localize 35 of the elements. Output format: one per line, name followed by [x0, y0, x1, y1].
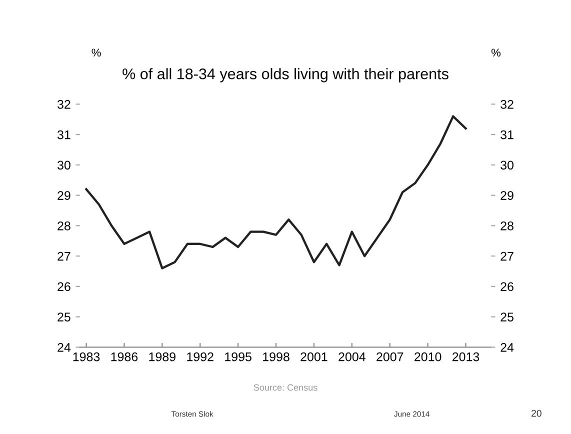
- x-tick-label: 2004: [338, 352, 366, 362]
- y2-tick-label: 31: [500, 130, 514, 140]
- y2-tick-label: 25: [500, 312, 514, 322]
- x-tick-label: 2010: [414, 352, 442, 362]
- x-tick-label: 1992: [187, 352, 214, 362]
- x-tick-label: 2007: [376, 352, 404, 362]
- y-tick-label: 28: [58, 221, 70, 230]
- x-tick-label: 1983: [73, 352, 100, 362]
- y-axis-title: %: [92, 48, 101, 56]
- y-tick-label: 27: [58, 252, 70, 261]
- y2-axis-title: %: [491, 48, 501, 56]
- text: 20: [532, 410, 542, 417]
- source-note: Source: Census: [254, 384, 318, 391]
- x-tick-label: 1986: [111, 352, 138, 362]
- y-tick-label: 26: [58, 282, 70, 292]
- y2-tick-label: 24: [500, 343, 514, 352]
- x-tick-label: 1995: [225, 352, 252, 362]
- line-series: [85, 115, 467, 270]
- y-tick-label: 25: [58, 312, 70, 322]
- y2-tick-label: 30: [500, 160, 514, 170]
- y2-tick-label: 26: [500, 282, 514, 292]
- y-tick-label: 31: [57, 130, 70, 140]
- y-tick-label: 30: [57, 160, 70, 170]
- x-tick-label: 2001: [300, 352, 328, 362]
- x-tick-label: 1998: [263, 352, 290, 362]
- y-tick-label: 24: [58, 343, 71, 352]
- x-tick-label: 2013: [452, 352, 480, 362]
- y2-tick-label: 28: [500, 221, 514, 230]
- chart-title: % of all 18-34 years olds living with their parents: [122, 68, 448, 82]
- y2-tick-label: 29: [500, 191, 514, 200]
- y-tick-label: 29: [58, 191, 70, 200]
- y2-tick-label: 32: [500, 100, 514, 109]
- y2-tick-label: 27: [500, 252, 514, 261]
- x-tick-label: 1989: [149, 352, 176, 362]
- y-tick-label: 32: [57, 100, 70, 109]
